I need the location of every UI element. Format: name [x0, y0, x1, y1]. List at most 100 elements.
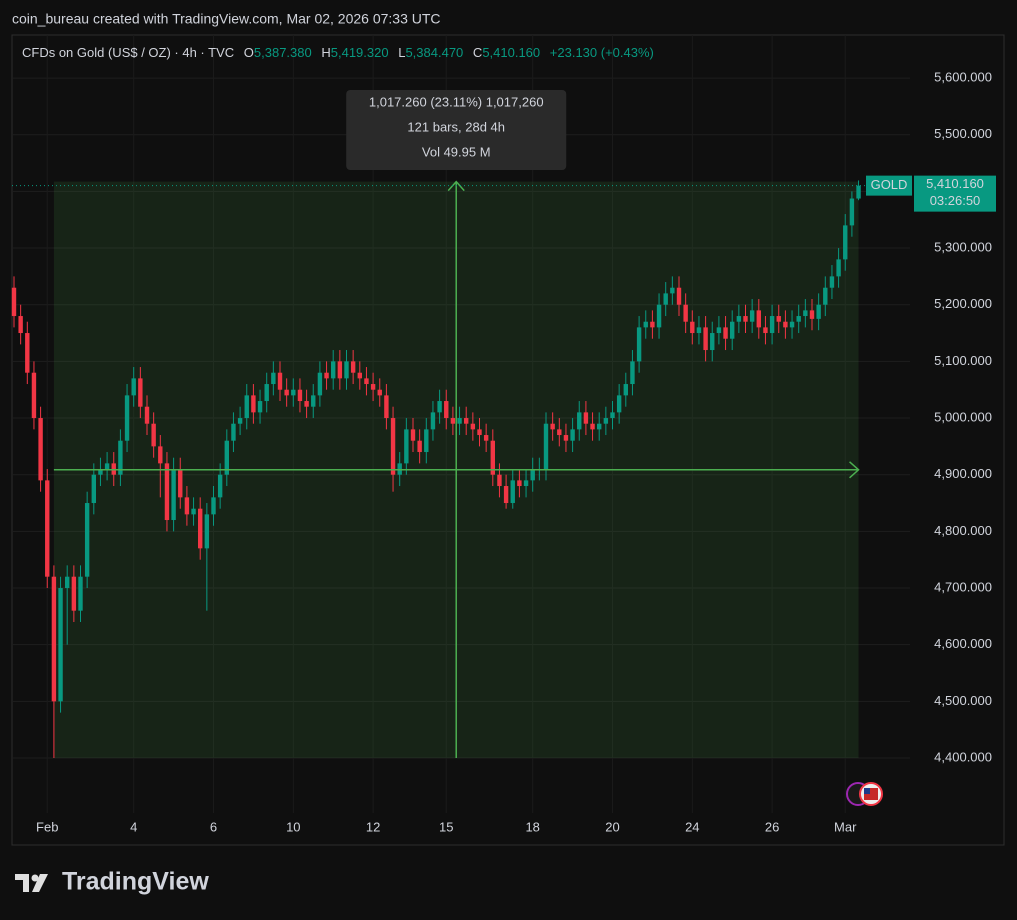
symbol-tag [866, 175, 912, 196]
y-tick-label: 4,600.000 [934, 636, 992, 651]
candle-body [723, 327, 728, 339]
measure-text: 121 bars, 28d 4h [407, 119, 505, 134]
candle-body [317, 372, 323, 396]
y-tick-label: 4,900.000 [934, 466, 992, 481]
candle-body [430, 412, 436, 430]
candle-body [803, 310, 808, 317]
candle-body [58, 588, 63, 702]
candle-body [736, 316, 742, 322]
candle-body [703, 327, 708, 351]
candle-body [151, 423, 156, 447]
y-tick-label: 5,500.000 [934, 126, 992, 141]
candle-body [124, 395, 130, 441]
candle-body [836, 259, 841, 277]
candle-body [377, 389, 382, 396]
x-tick-label: 15 [439, 819, 453, 834]
candle-body [71, 576, 77, 611]
candle-body [483, 435, 489, 441]
candle-body [198, 508, 203, 549]
candle-body [84, 503, 90, 577]
candle-body [118, 440, 123, 475]
candle-body [18, 316, 23, 334]
candle-body [477, 429, 482, 436]
candle-body [211, 497, 216, 515]
candle-body [364, 378, 369, 385]
x-tick-label: Mar [834, 819, 857, 834]
candle-body [457, 418, 462, 424]
candle-body [25, 333, 30, 373]
x-tick-label: 12 [366, 819, 380, 834]
candle-body [663, 293, 668, 305]
candle-body [397, 463, 402, 475]
price-label: 5,410.160 [926, 176, 984, 191]
x-tick-label: Feb [36, 819, 58, 834]
candle-body [91, 474, 96, 504]
candle-body [676, 287, 682, 305]
candle-body [749, 310, 755, 322]
candle-body [809, 310, 815, 319]
ohlc-key: H [321, 45, 330, 60]
y-tick-label: 5,100.000 [934, 353, 992, 368]
candle-body [65, 576, 70, 589]
candle-body [331, 361, 336, 379]
x-tick-label: 6 [210, 819, 217, 834]
countdown-label: 03:26:50 [930, 193, 981, 208]
candle-body [816, 304, 821, 319]
measure-arrowhead [447, 180, 465, 192]
candle-body [104, 463, 110, 470]
candle-body [444, 401, 449, 419]
candle-body [763, 327, 768, 334]
candle-body [470, 423, 476, 430]
candle-body [743, 316, 748, 322]
candle-body [297, 389, 303, 402]
candle-body [271, 372, 276, 385]
candle-body [643, 321, 648, 328]
x-tick-label: 4 [130, 819, 137, 834]
candle-body [856, 185, 861, 199]
candle-body [523, 480, 529, 487]
candle-body [690, 321, 695, 334]
candle-body [577, 412, 582, 430]
candle-body [217, 474, 223, 498]
candle-body [616, 395, 622, 413]
y-tick-label: 4,500.000 [934, 693, 992, 708]
x-tick-label: 24 [685, 819, 699, 834]
candle-body [251, 395, 256, 413]
candle-body [424, 429, 429, 453]
candle-body [324, 372, 329, 379]
candle-body [623, 384, 628, 396]
x-tick-label: 26 [765, 819, 779, 834]
measure-tooltip [346, 90, 567, 170]
candle-body [38, 418, 43, 481]
candle-body [550, 423, 555, 430]
ohlc-value: 5,419.320 [331, 45, 389, 60]
candle-body [111, 463, 116, 475]
candle-body [437, 401, 442, 413]
y-tick-label: 4,700.000 [934, 579, 992, 594]
candle-body [410, 429, 416, 441]
candle-body [497, 474, 502, 487]
x-tick-label: 10 [286, 819, 300, 834]
candle-body [237, 418, 243, 424]
candle-body [284, 389, 289, 396]
candle-body [384, 395, 389, 419]
candle-body [570, 429, 575, 441]
candle-body [31, 372, 37, 419]
candle-body [636, 327, 642, 362]
flag-canton [864, 788, 870, 794]
candle-body [710, 333, 715, 351]
candle-body [849, 198, 855, 226]
candle-body [656, 304, 662, 328]
measure-arrowhead [849, 461, 860, 479]
candle-body [610, 412, 615, 419]
candle-body [716, 327, 722, 334]
candle-body [597, 423, 602, 430]
candle-body [144, 406, 150, 424]
logo-mark [15, 874, 29, 892]
candle-body [630, 361, 635, 385]
candle-body [51, 576, 57, 702]
candle-body [45, 480, 50, 577]
candle-body [344, 361, 349, 379]
